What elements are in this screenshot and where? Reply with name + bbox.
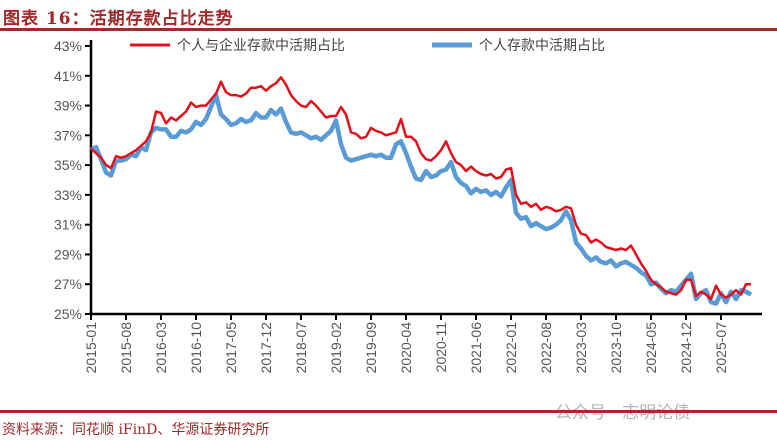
- x-tick-label: 2023-10: [608, 322, 624, 374]
- legend-label-1: 个人存款中活期占比: [479, 38, 605, 54]
- x-tick-label: 2016-03: [153, 322, 169, 374]
- x-tick-label: 2019-02: [328, 322, 344, 374]
- series-lines: [89, 76, 753, 306]
- y-tick-label: 29%: [54, 246, 82, 262]
- y-tick-label: 43%: [54, 38, 82, 54]
- x-tick-label: 2022-01: [503, 322, 519, 374]
- x-tick-label: 2023-03: [573, 322, 589, 374]
- x-tick-label: 2021-06: [468, 322, 484, 374]
- watermark: 公众号 · 志明论债: [555, 403, 691, 423]
- title-divider: [0, 28, 777, 31]
- series-line-0: [90, 76, 751, 301]
- y-tick-label: 33%: [54, 187, 82, 203]
- x-tick-label: 2018-07: [293, 322, 309, 374]
- y-axis: 25% 27% 29% 31% 33% 35% 37% 39% 41% 43%: [54, 38, 93, 322]
- x-tick-label: 2015-01: [83, 322, 99, 374]
- y-tick-label: 39%: [54, 98, 82, 114]
- y-tick-label: 35%: [54, 157, 82, 173]
- x-tick-label: 2017-12: [258, 322, 274, 374]
- x-tick-label: 2020-04: [398, 322, 414, 374]
- x-tick-label: 2020-11: [433, 322, 449, 373]
- x-tick-label: 2025-07: [713, 322, 729, 374]
- series-line-1: [89, 92, 753, 306]
- x-tick-label: 2022-08: [538, 322, 554, 374]
- legend-label-0: 个人与企业存款中活期占比: [177, 37, 345, 54]
- footer-divider: [0, 410, 777, 413]
- y-tick-label: 41%: [54, 68, 82, 84]
- x-tick-label: 2015-08: [118, 322, 134, 374]
- y-tick-label: 31%: [54, 217, 82, 233]
- y-tick-label: 37%: [54, 127, 82, 143]
- x-tick-label: 2019-09: [363, 322, 379, 374]
- x-tick-label: 2024-05: [643, 322, 659, 374]
- y-tick-label: 27%: [54, 276, 82, 292]
- x-tick-label: 2017-05: [223, 322, 239, 374]
- line-chart: 25%27%29%31%33%35%37%39%41%43% 2015-01 20…: [54, 37, 762, 374]
- figure-title: 图表 16：活期存款占比走势: [3, 9, 234, 29]
- source-note: 资料来源：同花顺 iFinD、华源证券研究所: [2, 422, 270, 438]
- x-axis: 2015-01 2015-08 2016-03 2016-10 2017-05 2017-…: [83, 312, 762, 374]
- y-tick-label: 25%: [54, 306, 82, 322]
- x-tick-label: 2016-10: [188, 322, 204, 374]
- legend: 个人与企业存款中活期占比 个人存款中活期占比: [130, 37, 605, 54]
- x-tick-label: 2024-12: [678, 322, 694, 374]
